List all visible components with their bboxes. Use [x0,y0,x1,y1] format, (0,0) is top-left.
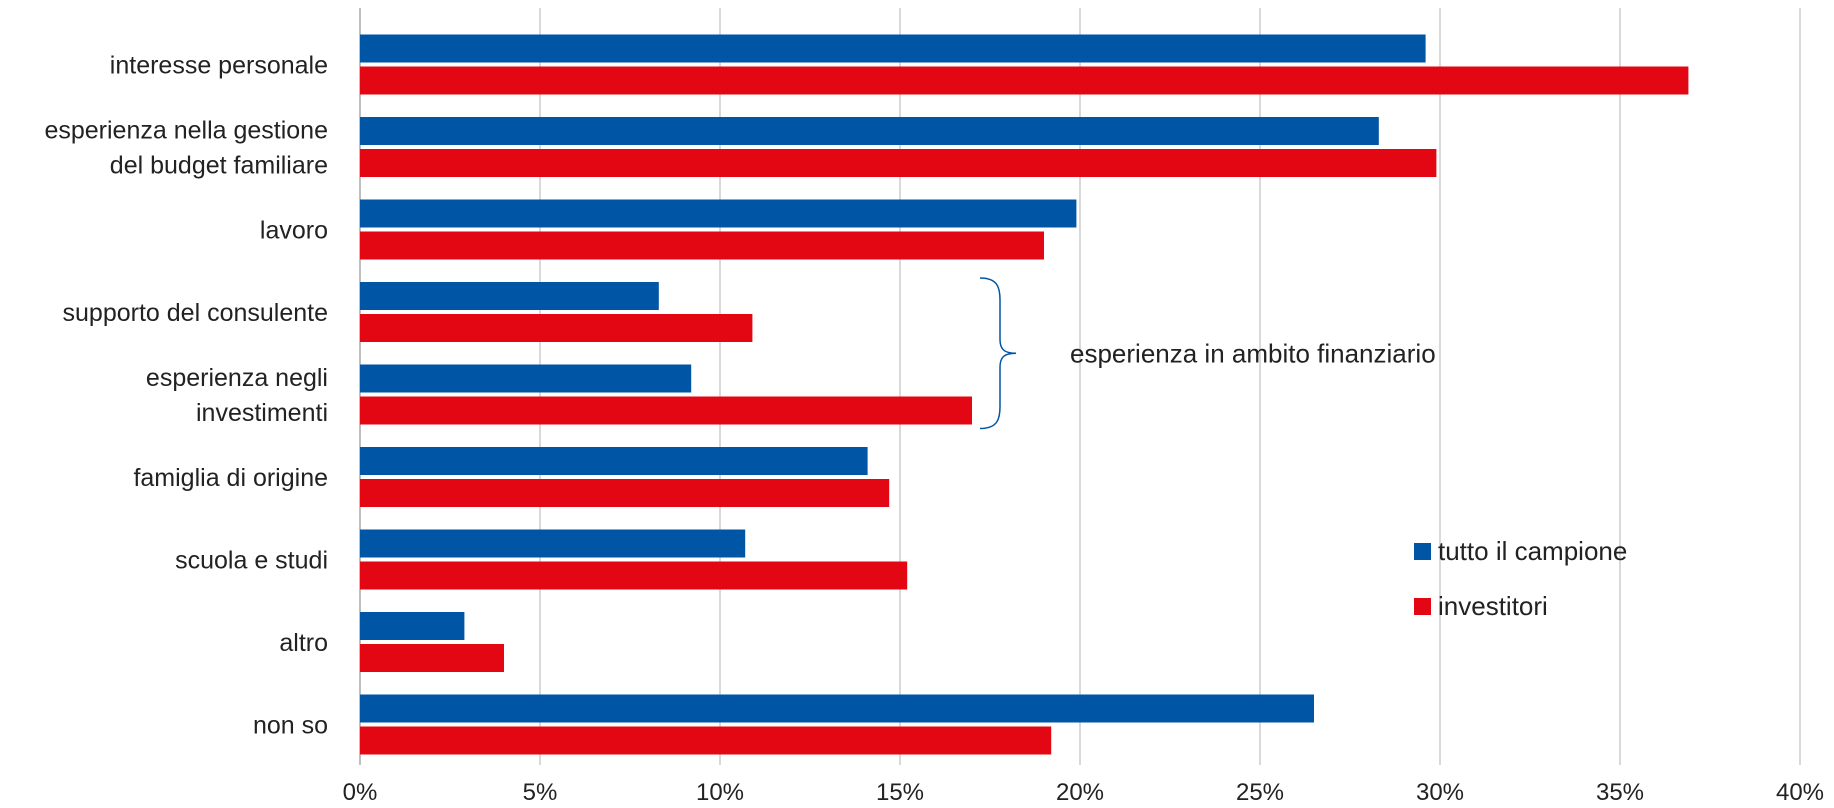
bar-investitori [360,231,1044,260]
bar-investitori [360,726,1052,755]
category-label: esperienza negli investimenti [146,364,328,427]
annotation-label: esperienza in ambito finanziario [1070,338,1436,368]
legend-label: tutto il campione [1438,536,1627,566]
x-tick-label: 25% [1236,779,1284,806]
category-label: scuola e studi [175,547,328,575]
bar-investitori [360,314,753,342]
annotation-brace [979,277,1017,430]
x-tick-label: 40% [1776,779,1824,806]
bar-investitori [360,479,890,507]
bar-investitori [360,644,504,672]
bar-tutto-il-campione [360,529,746,558]
category-label: non so [253,712,328,740]
bar-investitori [360,66,1689,95]
bar-tutto-il-campione [360,447,868,475]
bar-tutto-il-campione [360,117,1379,145]
category-label: esperienza nella gestione del budget fami… [44,117,328,180]
x-tick-label: 30% [1416,779,1464,806]
bar-tutto-il-campione [360,282,659,310]
bar-tutto-il-campione [360,612,465,640]
legend-swatch [1414,543,1431,560]
bar-tutto-il-campione [360,34,1426,63]
category-label: lavoro [260,217,328,245]
bar-investitori [360,396,972,425]
legend-swatch [1414,598,1431,615]
bar-tutto-il-campione [360,199,1077,228]
x-tick-label: 10% [696,779,744,806]
x-tick-label: 0% [343,779,378,806]
bar-tutto-il-campione [360,694,1314,723]
legend-label: investitori [1438,591,1548,621]
legend: tutto il campione investitori [1414,536,1627,621]
annotation: esperienza in ambito finanziario [979,277,1436,430]
x-tick-labels: 0% 5% 10% 15% 20% 25% 30% 35% 40% [343,779,1824,806]
category-label: supporto del consulente [63,299,328,327]
bar-tutto-il-campione [360,364,692,393]
x-tick-label: 15% [876,779,924,806]
bar-investitori [360,561,908,590]
x-tick-label: 35% [1596,779,1644,806]
x-tick-label: 20% [1056,779,1104,806]
x-tick-label: 5% [523,779,558,806]
category-label: altro [279,629,328,657]
category-labels: interesse personale esperienza nella gest… [44,52,328,740]
bars [360,34,1689,755]
category-label: famiglia di origine [133,464,328,492]
category-label: interesse personale [110,52,328,80]
bar-investitori [360,149,1437,177]
